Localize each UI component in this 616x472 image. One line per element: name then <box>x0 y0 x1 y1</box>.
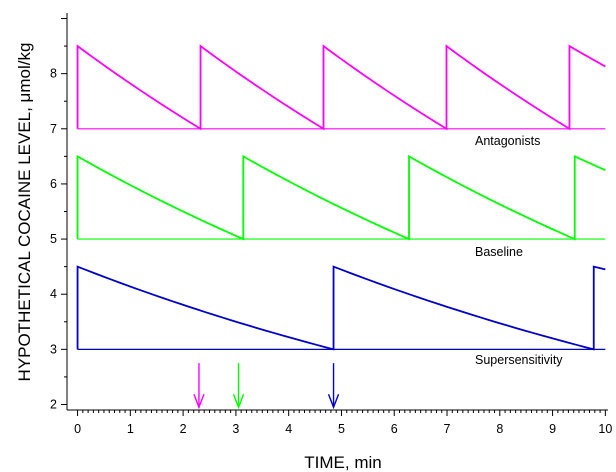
arrowhead-antagonists <box>193 393 205 410</box>
y-tick-label: 8 <box>50 67 57 81</box>
x-tick-label: 10 <box>598 422 612 436</box>
x-tick-label: 6 <box>391 422 398 436</box>
y-tick-label: 6 <box>50 177 57 191</box>
label-layer: Antagonists Baseline Supersensitivity <box>475 134 563 367</box>
series-label-antagonists: Antagonists <box>475 134 540 148</box>
series-line-baseline <box>76 154 606 241</box>
series-line-supersensitivity <box>76 265 606 351</box>
y-tick-label: 7 <box>50 122 57 136</box>
x-tick-label: 5 <box>338 422 345 436</box>
x-tick-label: 7 <box>444 422 451 436</box>
x-axis-title: TIME, min <box>304 453 381 472</box>
y-tick-label: 5 <box>50 232 57 246</box>
y-tick-label: 2 <box>50 397 57 411</box>
series-line-antagonists <box>76 44 606 131</box>
series-label-baseline: Baseline <box>475 245 523 259</box>
y-axis-title: HYPOTHETICAL COCAINE LEVEL, μmol/kg <box>15 43 34 382</box>
x-tick-label: 3 <box>232 422 239 436</box>
series-label-supersensitivity: Supersensitivity <box>475 353 563 367</box>
x-tick-label: 2 <box>180 422 187 436</box>
x-tick-label: 0 <box>74 422 81 436</box>
x-tick-label: 8 <box>496 422 503 436</box>
series-layer <box>76 44 606 410</box>
y-tick-label: 3 <box>50 342 57 356</box>
x-tick-label: 4 <box>285 422 292 436</box>
axes: 0 1 2 3 4 5 6 7 8 9 10 2 3 4 5 6 7 8 <box>50 13 612 436</box>
arrowhead-supersensitivity <box>327 393 340 410</box>
y-tick-label: 4 <box>50 287 57 301</box>
x-tick-label: 1 <box>127 422 134 436</box>
arrowhead-baseline <box>232 393 245 410</box>
x-tick-label: 9 <box>549 422 556 436</box>
